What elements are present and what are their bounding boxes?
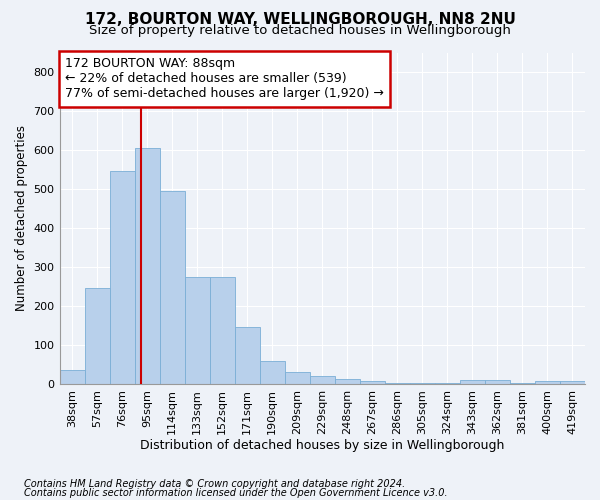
Text: Size of property relative to detached houses in Wellingborough: Size of property relative to detached ho… [89,24,511,37]
Bar [510,383,535,384]
Bar [134,148,160,384]
Text: 172, BOURTON WAY, WELLINGBOROUGH, NN8 2NU: 172, BOURTON WAY, WELLINGBOROUGH, NN8 2N… [85,12,515,28]
Bar [160,191,185,384]
Bar [110,172,134,384]
Bar [235,328,260,384]
Bar [385,383,410,384]
Bar [410,383,435,384]
Bar [335,379,360,384]
Bar [209,276,235,384]
Bar [310,376,335,384]
X-axis label: Distribution of detached houses by size in Wellingborough: Distribution of detached houses by size … [140,440,505,452]
Bar [59,370,85,384]
Bar [285,372,310,384]
Bar [485,380,510,384]
Bar [560,381,585,384]
Text: Contains public sector information licensed under the Open Government Licence v3: Contains public sector information licen… [24,488,448,498]
Bar [185,276,209,384]
Text: 172 BOURTON WAY: 88sqm
← 22% of detached houses are smaller (539)
77% of semi-de: 172 BOURTON WAY: 88sqm ← 22% of detached… [65,58,383,100]
Bar [460,380,485,384]
Text: Contains HM Land Registry data © Crown copyright and database right 2024.: Contains HM Land Registry data © Crown c… [24,479,405,489]
Bar [435,383,460,384]
Y-axis label: Number of detached properties: Number of detached properties [15,125,28,311]
Bar [260,360,285,384]
Bar [360,381,385,384]
Bar [535,381,560,384]
Bar [85,288,110,384]
